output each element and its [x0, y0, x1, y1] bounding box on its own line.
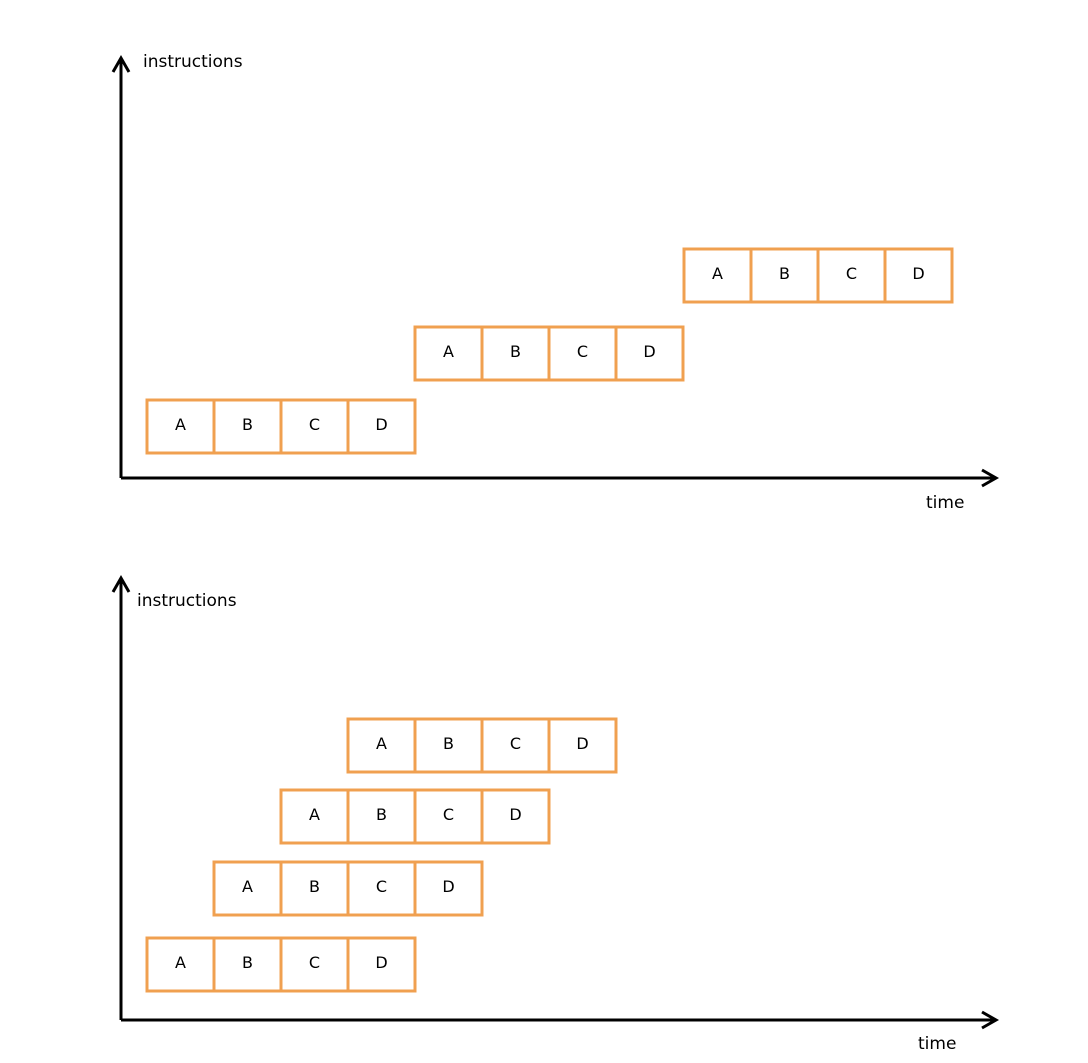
stage-label: D — [375, 953, 387, 972]
stage-box — [212, 398, 283, 455]
stage-box — [413, 788, 484, 845]
stage-label: B — [510, 342, 521, 361]
stage-box — [346, 936, 417, 993]
y-axis-label: instructions — [137, 591, 237, 611]
stage-box — [480, 788, 551, 845]
y-axis-arrow-icon — [111, 574, 131, 593]
stage-label: C — [577, 342, 588, 361]
stage-label: B — [309, 877, 320, 896]
stage-box — [346, 717, 417, 774]
stage-label: A — [175, 953, 186, 972]
pipelined-diagram: instructions time A B C D A B C D A B C D A B C D — [111, 574, 1000, 1054]
stage-box — [279, 398, 350, 455]
stage-label: C — [376, 877, 387, 896]
x-axis-arrow-icon — [981, 1010, 1000, 1030]
stage-label: D — [912, 264, 924, 283]
y-axis-label: instructions — [143, 52, 243, 72]
stage-label: A — [175, 415, 186, 434]
stage-box — [749, 247, 820, 304]
stage-label: C — [846, 264, 857, 283]
stage-box — [480, 325, 551, 382]
stage-label: A — [309, 805, 320, 824]
stage-label: C — [443, 805, 454, 824]
instruction-row: A B C D — [145, 398, 417, 455]
instruction-row: A B C D — [145, 936, 417, 993]
stage-box — [145, 398, 216, 455]
stage-box — [816, 247, 887, 304]
instruction-row: A B C D — [682, 247, 954, 304]
stage-box — [413, 860, 484, 917]
sequential-diagram: instructions time A B C D A B C D A B C D — [111, 52, 1000, 513]
stage-box — [145, 936, 216, 993]
stage-label: A — [443, 342, 454, 361]
stage-label: D — [375, 415, 387, 434]
stage-label: D — [576, 734, 588, 753]
stage-label: B — [779, 264, 790, 283]
stage-box — [480, 717, 551, 774]
x-axis-arrow-icon — [981, 468, 1000, 488]
stage-label: A — [376, 734, 387, 753]
stage-label: A — [712, 264, 723, 283]
x-axis-label: time — [926, 493, 964, 513]
instruction-rows: A B C D A B C D A B C D A B C D — [145, 717, 618, 993]
stage-label: B — [242, 953, 253, 972]
stage-box — [212, 936, 283, 993]
instruction-rows: A B C D A B C D A B C D — [145, 247, 954, 455]
stage-box — [883, 247, 954, 304]
stage-label: D — [643, 342, 655, 361]
stage-label: D — [509, 805, 521, 824]
stage-label: C — [309, 415, 320, 434]
y-axis-arrow-icon — [111, 54, 131, 73]
stage-label: A — [242, 877, 253, 896]
stage-box — [547, 717, 618, 774]
stage-box — [279, 860, 350, 917]
stage-label: B — [376, 805, 387, 824]
stage-box — [346, 788, 417, 845]
instruction-row: A B C D — [279, 788, 551, 845]
stage-box — [413, 717, 484, 774]
stage-label: C — [309, 953, 320, 972]
instruction-row: A B C D — [413, 325, 685, 382]
stage-label: C — [510, 734, 521, 753]
instruction-row: A B C D — [212, 860, 484, 917]
stage-label: D — [442, 877, 454, 896]
stage-label: B — [443, 734, 454, 753]
stage-label: B — [242, 415, 253, 434]
stage-box — [212, 860, 283, 917]
stage-box — [346, 860, 417, 917]
x-axis-label: time — [918, 1034, 956, 1054]
stage-box — [614, 325, 685, 382]
instruction-row: A B C D — [346, 717, 618, 774]
stage-box — [346, 398, 417, 455]
